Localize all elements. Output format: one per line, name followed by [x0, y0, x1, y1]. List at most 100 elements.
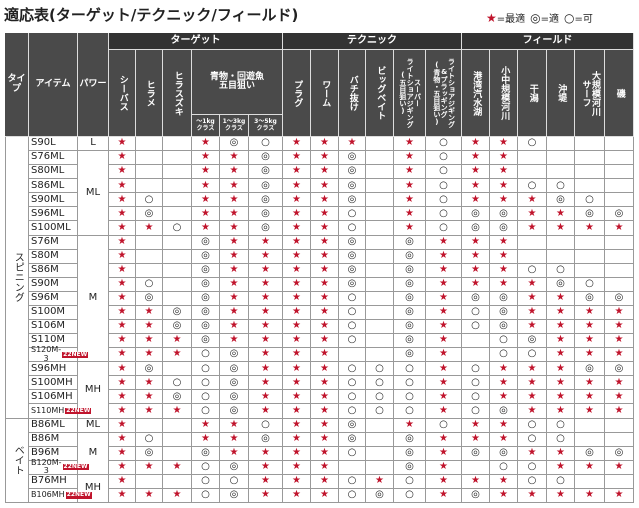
- legend: ★=最適 ◎=適 ○=可: [486, 10, 593, 25]
- power-cell: M: [78, 235, 109, 363]
- item-cell: S86M: [29, 263, 78, 278]
- symbol-cell: ◎: [249, 165, 283, 180]
- symbol-cell: ○: [547, 263, 575, 278]
- symbol-cell: [518, 165, 547, 180]
- header-item: アイテム: [29, 33, 78, 137]
- symbol-cell: ★: [136, 390, 163, 405]
- item-cell: S96MH: [29, 362, 78, 377]
- symbol-cell: ★: [249, 263, 283, 278]
- symbol-cell: ★: [575, 488, 605, 503]
- item-name: S110M: [31, 334, 66, 346]
- symbol-cell: ★: [136, 404, 163, 419]
- symbol-cell: ○: [339, 488, 366, 503]
- item-cell: S76M: [29, 235, 78, 250]
- symbol-cell: ★: [249, 320, 283, 335]
- item-cell: B86ML: [29, 418, 78, 433]
- symbol-cell: ◎: [462, 207, 490, 222]
- symbol-cell: ★: [163, 460, 192, 475]
- item-cell: S86ML: [29, 179, 78, 194]
- symbol-cell: ★: [311, 193, 339, 208]
- symbol-cell: [575, 151, 605, 166]
- item-cell: S100M: [29, 305, 78, 320]
- symbol-cell: [518, 235, 547, 250]
- symbol-cell: ◎: [339, 165, 366, 180]
- symbol-cell: [605, 418, 634, 433]
- symbol-cell: ○: [490, 460, 518, 475]
- symbol-cell: ★: [283, 277, 311, 292]
- symbol-cell: ★: [394, 151, 426, 166]
- symbol-cell: ★: [605, 404, 634, 419]
- symbol-cell: ◎: [394, 334, 426, 349]
- symbol-cell: ★: [490, 151, 518, 166]
- symbol-cell: ★: [283, 235, 311, 250]
- symbol-cell: ◎: [136, 446, 163, 461]
- symbol-cell: ◎: [192, 249, 220, 264]
- symbol-cell: [605, 474, 634, 489]
- symbol-cell: ○: [575, 277, 605, 292]
- symbol-cell: ★: [518, 320, 547, 335]
- symbol-cell: [547, 249, 575, 264]
- symbol-cell: ◎: [192, 277, 220, 292]
- symbol-cell: ★: [136, 320, 163, 335]
- symbol-cell: ★: [283, 165, 311, 180]
- symbol-cell: [136, 137, 163, 152]
- symbol-cell: ★: [311, 165, 339, 180]
- item-cell: S76ML: [29, 151, 78, 166]
- symbol-cell: ★: [490, 488, 518, 503]
- symbol-cell: ★: [575, 390, 605, 405]
- symbol-cell: ★: [490, 249, 518, 264]
- symbol-cell: ★: [426, 249, 462, 264]
- symbol-cell: ★: [462, 179, 490, 194]
- symbol-cell: ★: [136, 334, 163, 349]
- symbol-cell: ★: [109, 179, 136, 194]
- symbol-cell: [366, 291, 394, 306]
- symbol-cell: ★: [249, 235, 283, 250]
- symbol-cell: ★: [109, 432, 136, 447]
- symbol-cell: ★: [605, 320, 634, 335]
- symbol-cell: ○: [394, 362, 426, 377]
- symbol-cell: [366, 207, 394, 222]
- symbol-cell: ★: [311, 277, 339, 292]
- symbol-cell: ★: [109, 348, 136, 363]
- item-cell: S106MH: [29, 390, 78, 405]
- item-cell: S90ML: [29, 193, 78, 208]
- symbol-cell: ○: [394, 488, 426, 503]
- column-header: シーバス: [109, 50, 136, 137]
- new-badge: 22NEW: [65, 406, 92, 415]
- item-cell: S100MH: [29, 376, 78, 391]
- item-name: B96M: [31, 446, 60, 458]
- symbol-cell: ★: [605, 221, 634, 236]
- symbol-cell: ★: [283, 488, 311, 503]
- symbol-cell: ★: [283, 263, 311, 278]
- symbol-cell: ★: [426, 432, 462, 447]
- symbol-cell: ★: [192, 193, 220, 208]
- symbol-cell: ★: [426, 235, 462, 250]
- symbol-cell: ★: [249, 404, 283, 419]
- symbol-cell: [366, 418, 394, 433]
- symbol-cell: ★: [490, 137, 518, 152]
- symbol-cell: ★: [109, 418, 136, 433]
- symbol-cell: ★: [426, 291, 462, 306]
- power-cell: ML: [78, 418, 109, 433]
- symbol-cell: ★: [283, 179, 311, 194]
- symbol-cell: ★: [220, 235, 249, 250]
- symbol-cell: ○: [518, 179, 547, 194]
- symbol-cell: [575, 432, 605, 447]
- symbol-cell: ★: [426, 390, 462, 405]
- column-header: スーパー ライトショアジギング (五目狙い): [394, 50, 426, 137]
- symbol-cell: ◎: [394, 320, 426, 335]
- symbol-cell: ○: [339, 404, 366, 419]
- symbol-cell: [518, 151, 547, 166]
- item-name: S90L: [31, 137, 56, 149]
- symbol-cell: ★: [426, 376, 462, 391]
- symbol-cell: ★: [490, 235, 518, 250]
- item-cell: S110M: [29, 334, 78, 349]
- symbol-cell: ★: [136, 376, 163, 391]
- symbol-cell: [163, 432, 192, 447]
- symbol-cell: ◎: [605, 362, 634, 377]
- symbol-cell: ◎: [462, 488, 490, 503]
- symbol-cell: ★: [394, 137, 426, 152]
- symbol-cell: ○: [136, 193, 163, 208]
- item-cell: S80M: [29, 249, 78, 264]
- symbol-cell: [605, 249, 634, 264]
